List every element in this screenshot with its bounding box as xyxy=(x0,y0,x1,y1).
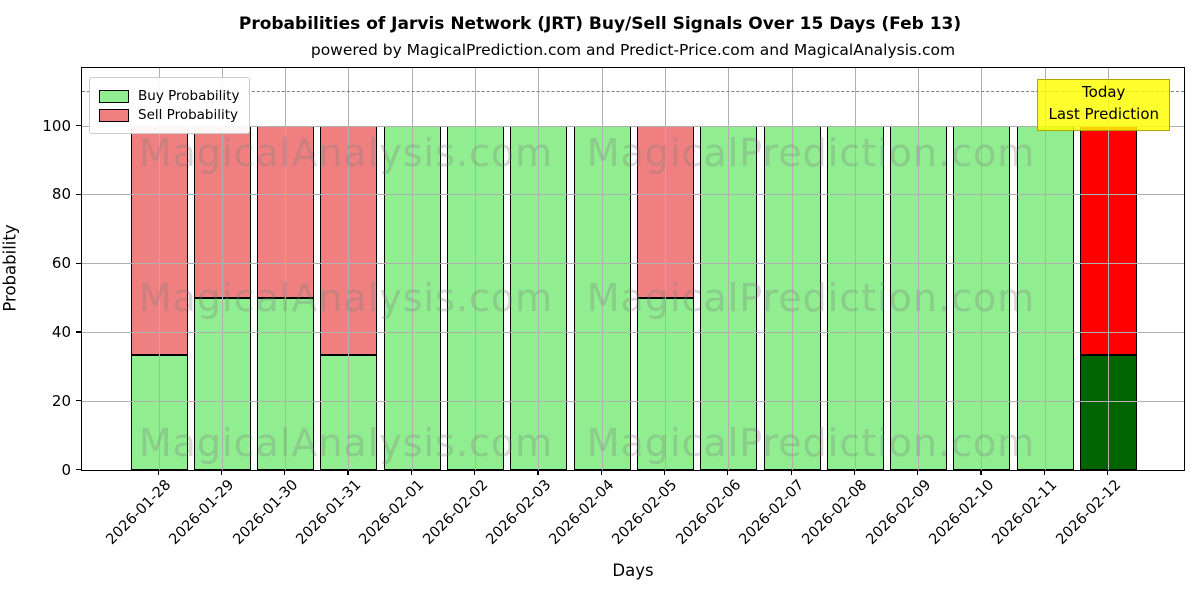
x-tick-mark xyxy=(727,470,729,475)
x-axis-title: Days xyxy=(612,561,654,580)
x-tick-mark xyxy=(663,470,666,475)
y-tick-label: 100 xyxy=(42,116,71,135)
x-tick-mark xyxy=(917,470,919,475)
y-tick-mark xyxy=(76,331,81,333)
vertical-gridline xyxy=(538,68,540,470)
x-tick-label: 2026-02-05 xyxy=(609,477,681,548)
vertical-gridline xyxy=(664,68,666,470)
x-tick-mark xyxy=(980,470,982,475)
vertical-gridline xyxy=(411,68,413,470)
x-tick-mark xyxy=(284,470,286,475)
x-tick-label: 2026-01-30 xyxy=(229,477,301,548)
plot-area: MagicalAnalysis.com MagicalPrediction.com… xyxy=(81,67,1185,471)
x-tick-mark xyxy=(220,470,223,475)
horizontal-gridline xyxy=(82,125,1184,127)
x-tick-label: 2026-02-11 xyxy=(989,477,1061,548)
x-tick-label: 2026-02-07 xyxy=(736,477,808,548)
vertical-gridline xyxy=(475,68,476,470)
x-tick-mark xyxy=(474,470,476,475)
y-tick-label: 20 xyxy=(51,391,71,410)
annotation-line-1: Today xyxy=(1082,83,1126,101)
x-tick-mark xyxy=(347,470,349,475)
chart-subtitle: powered by MagicalPrediction.com and Pre… xyxy=(310,41,956,59)
x-tick-mark xyxy=(1107,470,1109,475)
watermark-text: MagicalAnalysis.com xyxy=(138,276,554,320)
vertical-gridline xyxy=(791,68,793,470)
horizontal-gridline xyxy=(82,331,1184,333)
x-tick-label: 2026-01-28 xyxy=(103,477,175,548)
y-tick-mark xyxy=(76,262,81,264)
threshold-dashed-line xyxy=(82,90,1184,92)
y-tick-label: 0 xyxy=(61,460,71,479)
y-tick-mark xyxy=(76,193,81,196)
legend: Buy Probability Sell Probability xyxy=(89,77,251,134)
x-tick-mark xyxy=(853,470,856,475)
vertical-gridline xyxy=(854,68,856,470)
sell-color-swatch xyxy=(99,108,129,122)
watermark-text: MagicalAnalysis.com xyxy=(138,421,554,465)
watermark-text: MagicalPrediction.com xyxy=(586,131,1036,175)
horizontal-gridline xyxy=(82,400,1184,402)
legend-label-buy: Buy Probability xyxy=(138,88,240,104)
buy-color-swatch xyxy=(99,89,129,103)
x-tick-label: 2026-01-31 xyxy=(293,477,365,548)
vertical-gridline xyxy=(601,68,603,470)
chart-title: Probabilities of Jarvis Network (JRT) Bu… xyxy=(238,14,962,34)
x-tick-mark xyxy=(410,470,412,475)
y-tick-mark xyxy=(76,125,81,127)
today-annotation: Today Last Prediction xyxy=(1037,79,1170,131)
y-tick-label: 40 xyxy=(51,322,71,341)
horizontal-gridline xyxy=(82,194,1184,196)
y-tick-label: 80 xyxy=(51,185,71,204)
x-tick-mark xyxy=(600,470,602,475)
x-tick-label: 2026-01-29 xyxy=(166,477,238,548)
vertical-gridline xyxy=(285,68,287,470)
horizontal-gridline xyxy=(82,263,1184,265)
legend-item-sell: Sell Probability xyxy=(99,107,239,123)
vertical-gridline xyxy=(981,68,983,470)
vertical-gridline xyxy=(728,68,730,470)
y-tick-mark xyxy=(76,400,81,402)
plot-canvas: MagicalAnalysis.com MagicalPrediction.com… xyxy=(82,68,1184,470)
x-tick-mark xyxy=(157,470,159,475)
watermark-text: MagicalAnalysis.com xyxy=(138,131,554,175)
vertical-gridline xyxy=(348,68,350,470)
x-tick-mark xyxy=(1043,470,1045,475)
x-tick-mark xyxy=(537,470,539,475)
x-tick-label: 2026-02-08 xyxy=(799,477,871,548)
vertical-gridline xyxy=(1044,68,1046,470)
watermark-text: MagicalPrediction.com xyxy=(586,421,1036,465)
x-tick-label: 2026-02-03 xyxy=(483,477,555,548)
vertical-gridline xyxy=(221,68,223,470)
y-tick-label: 60 xyxy=(51,254,71,273)
vertical-gridline xyxy=(918,68,920,470)
x-tick-label: 2026-02-02 xyxy=(419,477,491,548)
y-tick-mark xyxy=(76,469,81,471)
legend-item-buy: Buy Probability xyxy=(99,88,239,104)
x-tick-label: 2026-02-10 xyxy=(926,477,998,548)
x-tick-mark xyxy=(790,470,792,475)
legend-label-sell: Sell Probability xyxy=(138,107,239,123)
x-tick-label: 2026-02-09 xyxy=(862,477,934,548)
vertical-gridline xyxy=(158,68,160,470)
x-tick-label: 2026-02-01 xyxy=(356,477,428,548)
watermark-text: MagicalPrediction.com xyxy=(586,276,1036,320)
x-tick-label: 2026-02-04 xyxy=(546,477,618,548)
x-tick-label: 2026-02-06 xyxy=(673,477,745,548)
annotation-line-2: Last Prediction xyxy=(1048,104,1159,123)
vertical-gridline xyxy=(1108,68,1109,470)
x-tick-label: 2026-02-12 xyxy=(1052,477,1124,548)
